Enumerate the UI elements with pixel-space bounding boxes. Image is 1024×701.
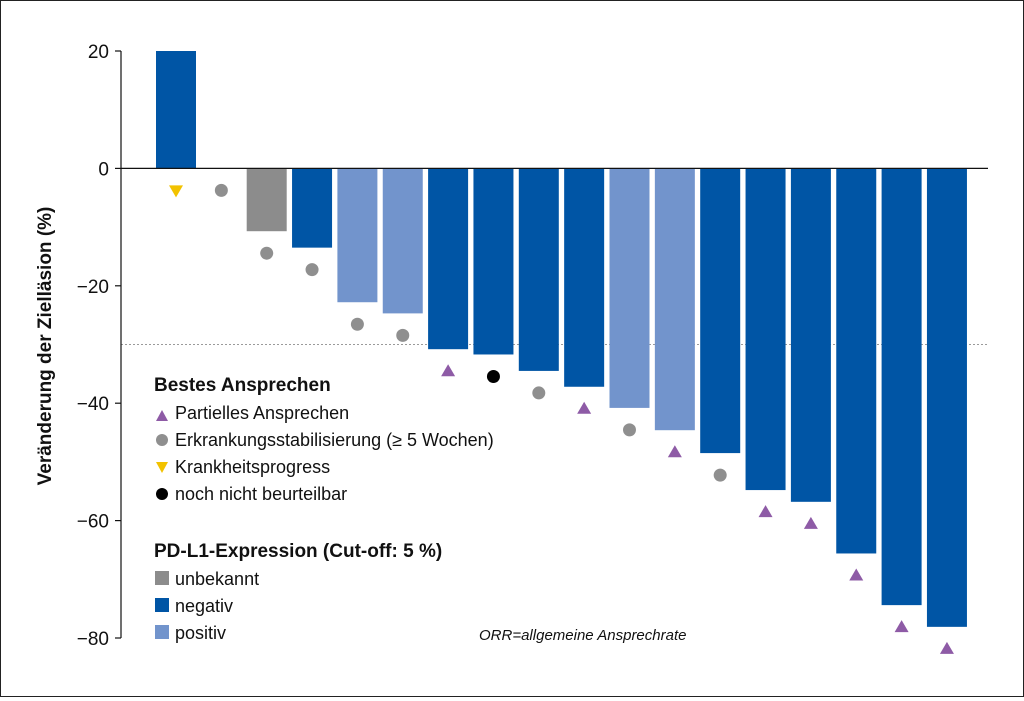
- marker-circle: [305, 263, 319, 277]
- bar: [926, 168, 967, 627]
- y-tick-label: −40: [77, 394, 109, 415]
- y-tick-label: 20: [88, 42, 109, 63]
- bars-layer: [156, 51, 967, 627]
- marker-circle: [350, 317, 364, 331]
- bar: [836, 168, 877, 554]
- bar: [428, 168, 469, 350]
- marker-triangle-up: [939, 641, 954, 654]
- legend-item-negativ: negativ: [175, 596, 233, 616]
- marker-triangle-up: [441, 364, 456, 377]
- y-tick-label: −20: [77, 277, 109, 298]
- marker-triangle-up: [894, 620, 909, 633]
- marker-circle: [713, 468, 727, 482]
- legend-circle-gray-icon: [156, 434, 168, 446]
- legend-triangle-up-icon: [156, 410, 168, 421]
- marker-triangle-up: [803, 516, 818, 529]
- bar: [156, 51, 196, 169]
- legend-item-partielles: Partielles Ansprechen: [175, 403, 349, 423]
- legend-expression-title: PD-L1-Expression (Cut-off: 5 %): [154, 541, 442, 562]
- legend-swatch-negativ: [155, 598, 169, 612]
- y-tick-label: 0: [98, 159, 109, 180]
- marker-circle: [486, 369, 500, 383]
- marker-triangle-up: [667, 445, 682, 458]
- bar: [790, 168, 831, 502]
- bar: [518, 168, 559, 371]
- marker-triangle-down: [169, 185, 183, 198]
- y-axis-label: Veränderung der Zielläsion (%): [35, 207, 56, 486]
- markers-layer: [169, 183, 954, 654]
- marker-circle: [532, 386, 546, 400]
- bar: [564, 168, 605, 387]
- legend-swatch-positiv: [155, 625, 169, 639]
- bar: [292, 168, 333, 248]
- bar: [473, 168, 514, 355]
- marker-triangle-up: [758, 505, 773, 518]
- bar: [337, 168, 378, 303]
- legend-item-progress: Krankheitsprogress: [175, 457, 330, 477]
- bar: [881, 168, 922, 606]
- legend-item-positiv: positiv: [175, 623, 226, 643]
- footnote: ORR=allgemeine Ansprechrate: [479, 627, 686, 644]
- bar: [700, 168, 741, 454]
- marker-triangle-up: [577, 401, 592, 414]
- bar: [382, 168, 423, 314]
- marker-circle: [260, 246, 274, 260]
- y-axis: 20 0 −20 −40 −60 −80: [77, 42, 988, 650]
- bar: [745, 168, 786, 491]
- marker-triangle-up: [849, 568, 864, 581]
- bar: [609, 168, 650, 408]
- marker-circle: [396, 328, 410, 342]
- marker-circle: [214, 183, 228, 197]
- legend-response-title: Bestes Ansprechen: [154, 375, 331, 396]
- y-tick-label: −60: [77, 512, 109, 533]
- legend-item-stabilisierung: Erkrankungsstabilisierung (≥ 5 Wochen): [175, 430, 494, 450]
- bar: [654, 168, 695, 431]
- legend-item-unbekannt: unbekannt: [175, 569, 259, 589]
- y-tick-label: −80: [77, 629, 109, 650]
- legend-item-nicht-beurteilbar: noch nicht beurteilbar: [175, 484, 347, 504]
- legend-circle-black-icon: [156, 488, 168, 500]
- marker-circle: [623, 423, 636, 437]
- legend-swatch-unbekannt: [155, 571, 169, 585]
- legend: Bestes Ansprechen Partielles Ansprechen …: [154, 375, 494, 643]
- bar: [246, 168, 287, 232]
- legend-triangle-down-icon: [156, 462, 168, 473]
